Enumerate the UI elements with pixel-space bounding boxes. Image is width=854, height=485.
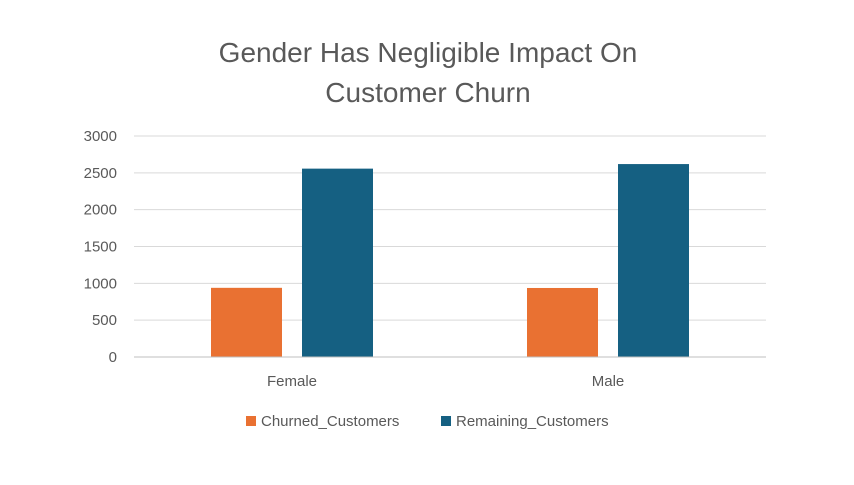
chart-title-line-2: Customer Churn: [325, 77, 530, 108]
legend: Churned_Customers Remaining_Customers: [246, 413, 609, 430]
legend-swatch: [246, 416, 256, 426]
y-tick-label: 0: [109, 349, 117, 366]
legend-label: Remaining_Customers: [456, 413, 609, 430]
y-tick-label: 500: [92, 312, 117, 329]
y-tick-label: 1500: [84, 239, 117, 256]
x-category-label: Male: [592, 373, 625, 390]
bar-churned-customers-female: [211, 287, 282, 357]
bars: [211, 164, 689, 357]
legend-label: Churned_Customers: [261, 413, 399, 430]
chart-title-line-1: Gender Has Negligible Impact On: [219, 37, 638, 68]
chart-title: Gender Has Negligible Impact On Customer…: [219, 37, 638, 108]
bar-churned-customers-male: [527, 287, 598, 357]
bar-remaining-customers-female: [302, 168, 373, 357]
legend-swatch: [441, 416, 451, 426]
y-tick-label: 2500: [84, 165, 117, 182]
bar-remaining-customers-male: [618, 164, 689, 357]
y-tick-label: 1000: [84, 275, 117, 292]
x-axis-categories: Female Male: [267, 373, 624, 390]
y-tick-label: 2000: [84, 202, 117, 219]
y-tick-label: 3000: [84, 128, 117, 145]
x-category-label: Female: [267, 373, 317, 390]
y-axis-ticks: 0 500 1000 1500 2000 2500 3000: [84, 128, 117, 366]
